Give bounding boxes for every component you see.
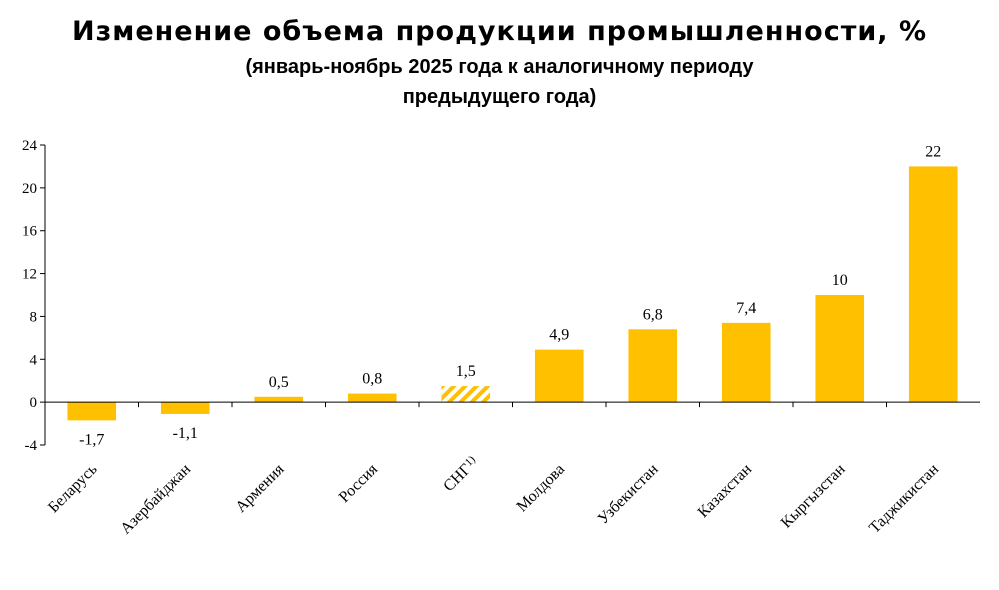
y-tick-label: 12 — [22, 267, 37, 283]
bars: -1,7 -1,1 0,5 0,8 1,5 4,9 6,8 7,4 10 22 — [67, 143, 958, 448]
y-tick-label: 8 — [30, 309, 38, 325]
data-label: 4,9 — [549, 327, 569, 344]
chart-subtitle-line-2: предыдущего года) — [402, 86, 597, 108]
data-label: 1,5 — [456, 363, 476, 380]
y-tick-label: 16 — [22, 224, 38, 240]
chart-title: Изменение объема продукции промышленност… — [71, 16, 928, 47]
category-label: Россия — [336, 460, 382, 506]
bar — [721, 322, 771, 403]
category-label: Молдова — [513, 461, 568, 516]
bar — [160, 402, 210, 414]
bar — [628, 329, 678, 403]
y-axis: -4 0 4 8 12 16 20 24 — [22, 138, 46, 454]
bar — [254, 396, 304, 403]
chart-title-block: Изменение объема продукции промышленност… — [0, 12, 999, 112]
data-label: -1,1 — [173, 425, 198, 442]
bar — [815, 295, 865, 403]
y-tick-label: -4 — [25, 438, 38, 454]
category-label: Азербайджан — [117, 460, 194, 537]
category-label: Армения — [232, 460, 288, 516]
data-label: 6,8 — [643, 306, 663, 323]
bar-highlighted — [441, 386, 491, 403]
data-label: 22 — [925, 143, 941, 160]
bar — [347, 393, 397, 403]
chart-subtitle-line-1: (январь-ноябрь 2025 года к аналогичному … — [245, 56, 754, 78]
bar — [67, 402, 117, 421]
data-label: 0,5 — [269, 374, 289, 391]
category-label: Таджикистан — [866, 461, 942, 537]
y-tick-label: 20 — [22, 181, 37, 197]
category-label: Казахстан — [695, 461, 756, 522]
data-label: 10 — [832, 272, 848, 289]
data-label: -1,7 — [79, 431, 104, 448]
category-label: Беларусь — [45, 461, 101, 517]
y-tick-label: 24 — [22, 138, 38, 154]
category-label: Кыргызстан — [778, 461, 849, 532]
data-label: 7,4 — [736, 300, 756, 317]
category-label: Узбекистан — [595, 460, 662, 527]
bar — [908, 166, 958, 403]
y-tick-label: 0 — [30, 395, 38, 411]
y-tick-label: 4 — [30, 352, 38, 368]
data-label: 0,8 — [362, 371, 382, 388]
bar — [534, 349, 584, 403]
